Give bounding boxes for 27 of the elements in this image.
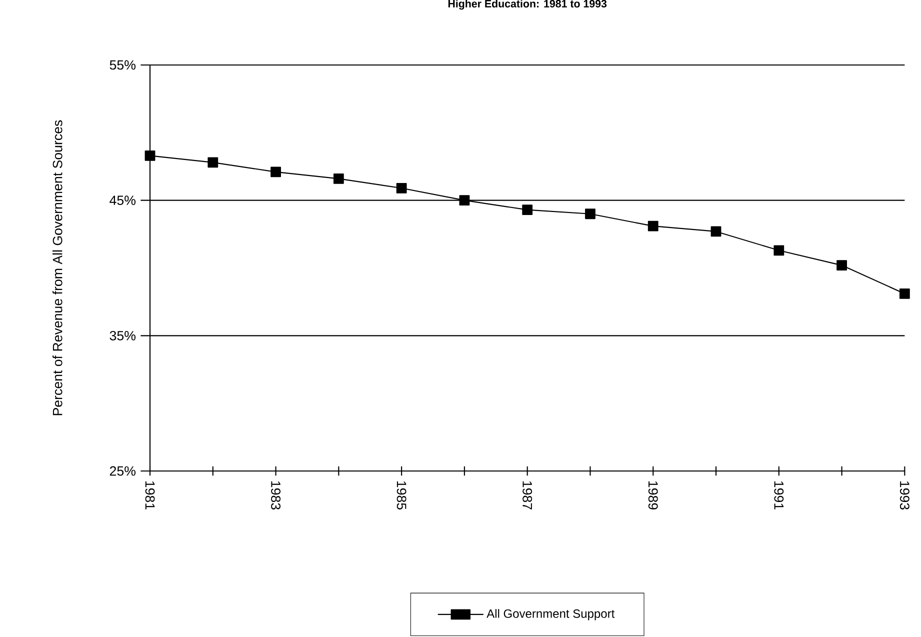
x-tick-label: 1991: [774, 481, 784, 510]
point: [710, 226, 722, 237]
x-tick-label: 1993: [900, 481, 910, 510]
point: [836, 260, 847, 270]
y-axis-title: Percent of Revenue from All Government Sources: [52, 120, 62, 416]
y-tick-label: 35%: [110, 330, 136, 340]
point: [208, 157, 218, 168]
chart-title: Higher Education: 1981 to 1993: [448, 0, 607, 10]
point: [774, 245, 784, 256]
point: [396, 182, 407, 194]
point: [459, 195, 470, 206]
point: [899, 288, 910, 299]
point: [270, 166, 281, 178]
point: [522, 204, 533, 216]
legend-label: All Government Support: [486, 609, 615, 620]
x-tick-label: 1983: [271, 481, 280, 510]
x-tick-label: 1987: [522, 481, 532, 510]
point: [648, 220, 658, 232]
point: [333, 173, 344, 184]
x-tick-label: 1985: [396, 481, 406, 510]
point: [585, 208, 596, 220]
y-tick-label: 45%: [110, 196, 136, 206]
point: [144, 150, 156, 161]
y-tick-label: 55%: [110, 60, 136, 70]
x-tick-label: 1989: [648, 481, 658, 510]
x-tick-label: 1981: [145, 481, 155, 510]
y-tick-label: 25%: [110, 466, 136, 476]
